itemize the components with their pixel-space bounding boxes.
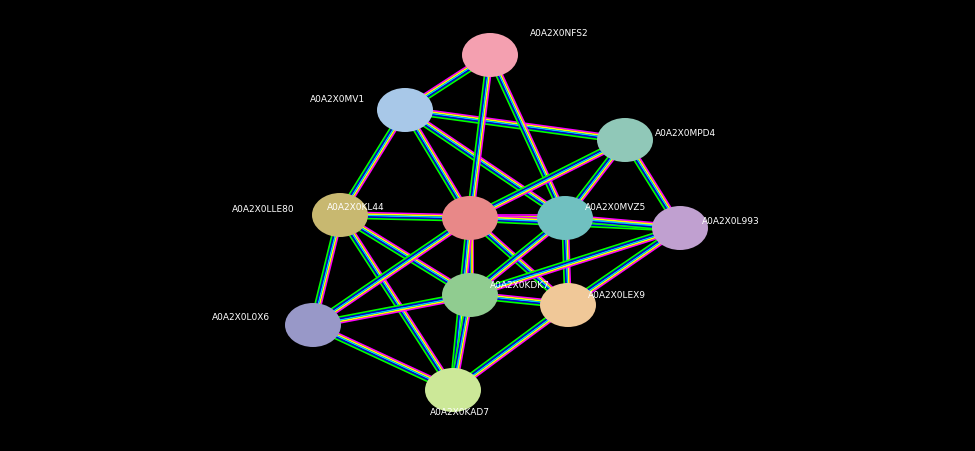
Ellipse shape <box>442 196 498 240</box>
Text: A0A2X0KL44: A0A2X0KL44 <box>328 202 385 212</box>
Ellipse shape <box>285 303 341 347</box>
Ellipse shape <box>425 368 481 412</box>
Ellipse shape <box>652 206 708 250</box>
Ellipse shape <box>442 273 498 317</box>
Text: A0A2X0MV1: A0A2X0MV1 <box>310 96 365 105</box>
Text: A0A2X0LEX9: A0A2X0LEX9 <box>588 290 646 299</box>
Ellipse shape <box>462 33 518 77</box>
Text: A0A2X0L0X6: A0A2X0L0X6 <box>212 313 270 322</box>
Text: A0A2X0MPD4: A0A2X0MPD4 <box>655 129 716 138</box>
Ellipse shape <box>540 283 596 327</box>
Text: A0A2X0L993: A0A2X0L993 <box>702 217 760 226</box>
Text: A0A2X0KAD7: A0A2X0KAD7 <box>430 408 490 417</box>
Text: A0A2X0LLE80: A0A2X0LLE80 <box>232 206 295 215</box>
Ellipse shape <box>537 196 593 240</box>
Ellipse shape <box>377 88 433 132</box>
Ellipse shape <box>312 193 368 237</box>
Text: A0A2X0KDK7: A0A2X0KDK7 <box>490 281 550 290</box>
Text: A0A2X0NFS2: A0A2X0NFS2 <box>530 29 589 38</box>
Text: A0A2X0MVZ5: A0A2X0MVZ5 <box>585 202 646 212</box>
Ellipse shape <box>597 118 653 162</box>
